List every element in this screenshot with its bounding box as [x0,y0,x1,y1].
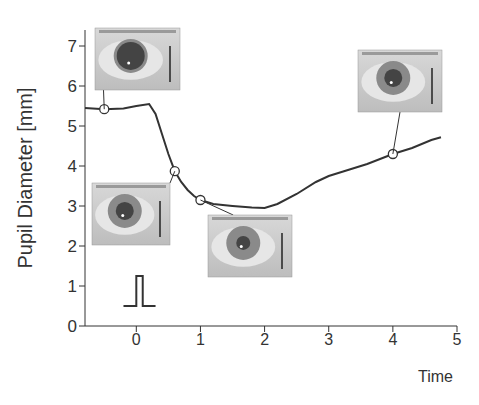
svg-text:3: 3 [324,331,333,348]
svg-text:1: 1 [196,331,205,348]
svg-text:7: 7 [68,37,77,56]
svg-text:5: 5 [68,117,77,136]
svg-text:6: 6 [68,77,77,96]
svg-text:4: 4 [388,331,397,348]
svg-text:0: 0 [132,331,141,348]
svg-text:5: 5 [453,331,462,348]
svg-text:4: 4 [68,157,77,176]
svg-text:0: 0 [68,317,77,336]
svg-text:2: 2 [260,331,269,348]
svg-text:1: 1 [68,277,77,296]
svg-text:2: 2 [68,237,77,256]
svg-text:Time: Time [418,368,453,385]
svg-text:3: 3 [68,197,77,216]
svg-text:Pupil Diameter [mm]: Pupil Diameter [mm] [14,87,36,268]
